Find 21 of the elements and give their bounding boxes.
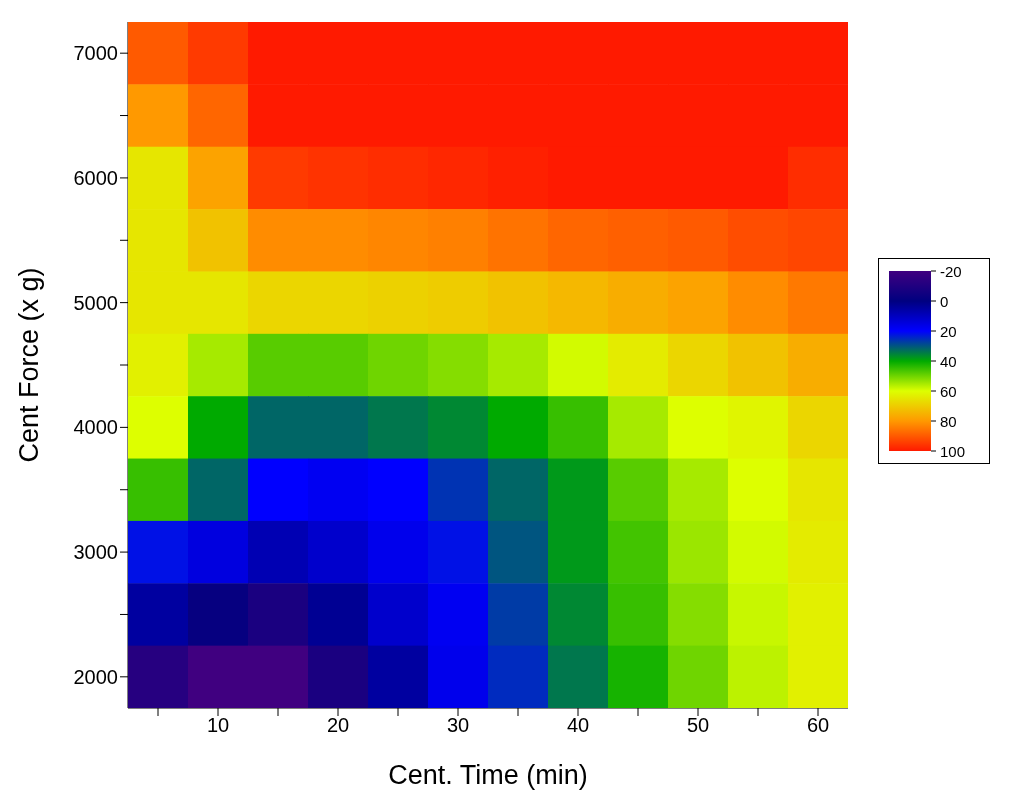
x-tick-label: 60 — [806, 714, 830, 737]
x-tick-label: 20 — [326, 714, 350, 737]
x-tick-label: 10 — [206, 714, 230, 737]
y-tick-label: 7000 — [73, 42, 118, 65]
color-bar-label: 80 — [940, 412, 957, 430]
y-tick-label: 3000 — [73, 541, 118, 564]
color-bar-label: 100 — [940, 442, 966, 460]
color-bar-label: 20 — [940, 322, 957, 340]
x-tick-label: 50 — [686, 714, 710, 737]
y-tick-label: 5000 — [73, 291, 118, 314]
y-axis-title: Cent Force (x g) — [13, 267, 44, 463]
x-axis-title: Cent. Time (min) — [388, 760, 588, 790]
y-tick-label: 4000 — [73, 416, 118, 439]
color-bar-label: -20 — [940, 262, 962, 280]
x-tick-label: 40 — [566, 714, 590, 737]
y-tick-label: 2000 — [73, 665, 118, 688]
color-bar-label: 60 — [940, 382, 957, 400]
color-bar-label: 40 — [940, 352, 957, 370]
y-tick-label: 6000 — [73, 167, 118, 190]
x-tick-label: 30 — [446, 714, 470, 737]
color-bar-label: 0 — [940, 292, 949, 310]
